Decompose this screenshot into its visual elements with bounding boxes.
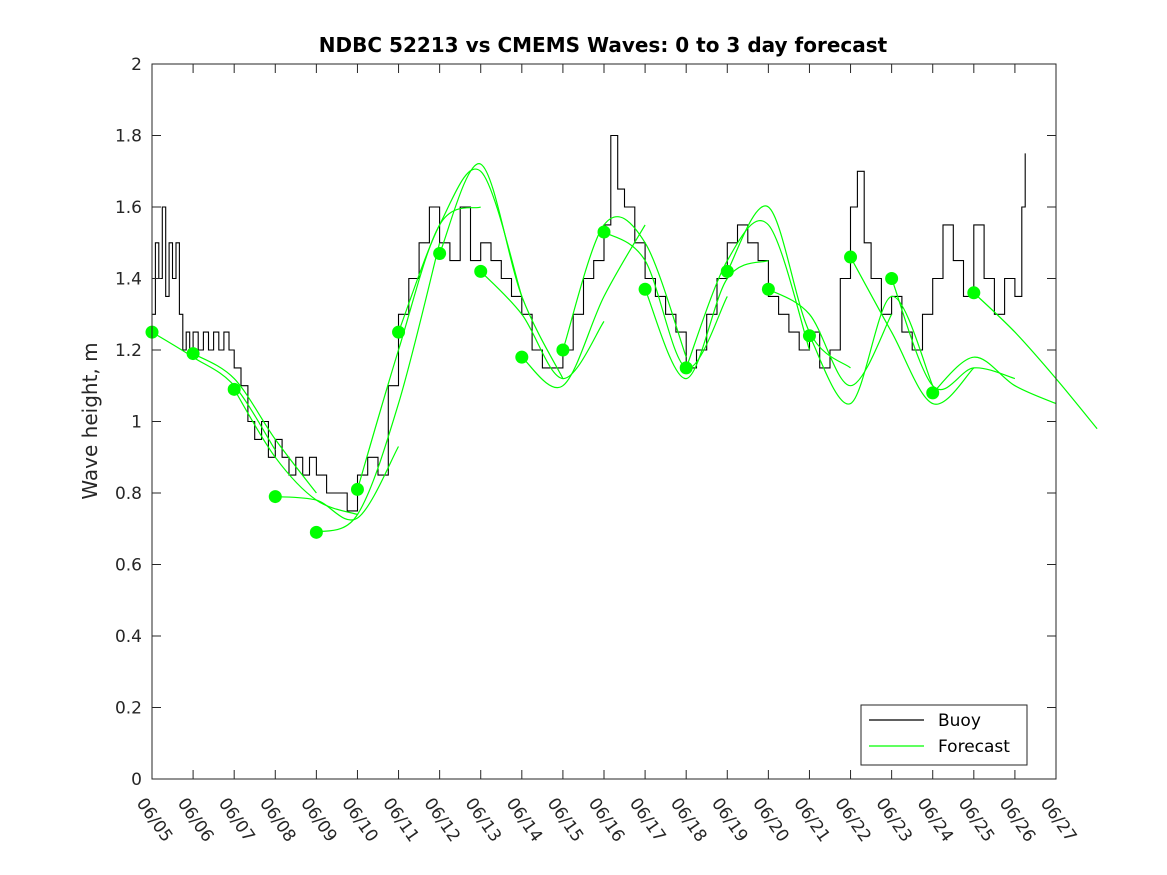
chart-title: NDBC 52213 vs CMEMS Waves: 0 to 3 day fo…: [319, 33, 888, 57]
forecast-init-marker: [967, 286, 981, 300]
y-tick-label: 1: [131, 413, 142, 433]
forecast-run-line: [192, 353, 317, 494]
forecast-series: [151, 163, 1098, 533]
y-tick-label: 0.6: [115, 556, 142, 576]
forecast-init-marker: [885, 272, 899, 285]
forecast-init-marker: [227, 382, 241, 396]
forecast-init-marker: [350, 482, 364, 496]
forecast-run-line: [891, 278, 1016, 391]
forecast-run-line: [439, 163, 564, 379]
y-tick-label: 2: [131, 55, 142, 75]
forecast-init-marker: [761, 282, 775, 296]
forecast-init-marker: [309, 525, 323, 539]
y-tick-label: 0.2: [115, 699, 142, 719]
y-axis-ticks: 0 0.2 0.4 0.6 0.8 1 1.2 1.4 1.6 1.8 2: [115, 55, 1056, 790]
forecast-run-line: [233, 388, 358, 516]
forecast-run-line: [849, 256, 975, 405]
forecast-run-line: [973, 292, 1098, 430]
forecast-run-line: [151, 331, 276, 451]
forecast-run-line: [768, 288, 893, 387]
forecast-run-line: [644, 260, 769, 380]
y-tick-label: 1.2: [115, 341, 142, 361]
legend-buoy-label: Buoy: [938, 711, 981, 731]
forecast-run-line: [316, 242, 441, 533]
forecast-run-line: [726, 205, 851, 369]
forecast-init-marker: [556, 343, 570, 357]
forecast-init-marker: [268, 490, 282, 504]
forecast-init-marker: [638, 282, 652, 296]
forecast-init-marker: [720, 264, 734, 278]
forecast-init-marker: [474, 264, 488, 278]
forecast-init-marker: [186, 347, 200, 361]
forecast-init-marker: [802, 329, 816, 343]
forecast-init-marker: [844, 250, 858, 264]
y-tick-label: 1.4: [115, 270, 142, 290]
forecast-init-marker: [433, 246, 447, 260]
forecast-run-line: [685, 220, 811, 369]
y-tick-label: 1.8: [115, 127, 142, 147]
forecast-init-marker: [679, 361, 693, 375]
forecast-init-marker: [515, 350, 529, 364]
y-tick-label: 0.4: [115, 627, 142, 647]
y-tick-label: 1.6: [115, 198, 142, 218]
forecast-run-line: [480, 270, 605, 380]
legend-forecast-label: Forecast: [938, 737, 1010, 757]
y-axis-label: Wave height, m: [78, 342, 102, 499]
legend: Buoy Forecast: [860, 704, 1028, 766]
forecast-run-line: [932, 356, 1057, 405]
legend-box: [860, 704, 1028, 766]
forecast-run-line: [603, 231, 728, 369]
forecast-init-markers: [145, 225, 981, 539]
forecast-run-line: [275, 446, 400, 521]
forecast-init-marker: [392, 325, 406, 339]
forecast-init-marker: [926, 386, 940, 400]
forecast-run-line: [562, 216, 687, 358]
y-tick-label: 0.8: [115, 484, 142, 504]
y-tick-label: 0: [131, 770, 142, 790]
forecast-run-line: [808, 295, 934, 405]
forecast-init-marker: [597, 225, 611, 239]
forecast-run-line: [521, 224, 646, 389]
